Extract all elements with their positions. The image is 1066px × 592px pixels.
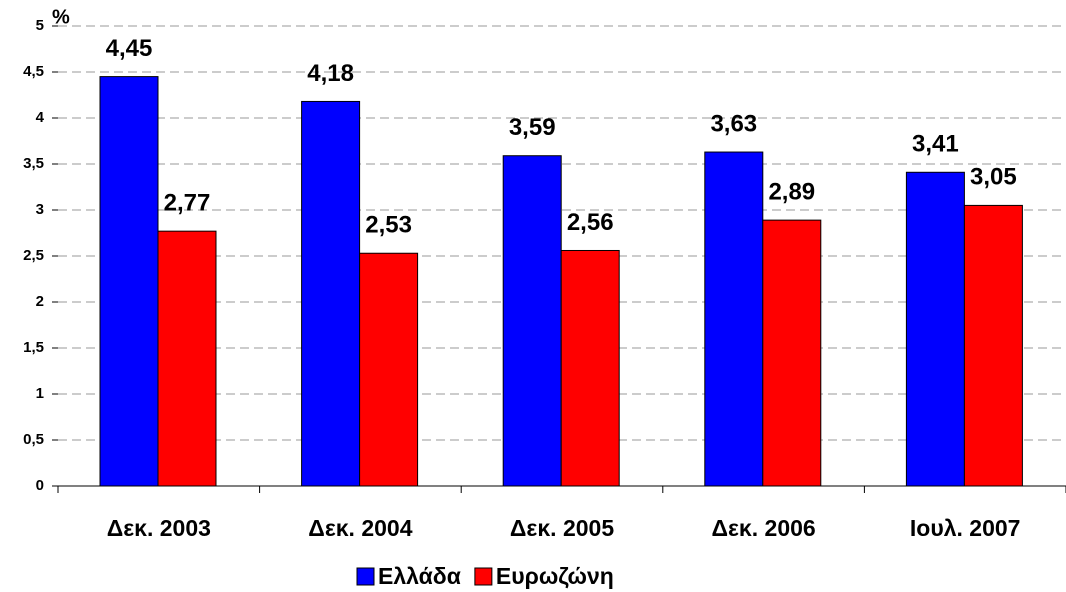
value-label: 2,77: [164, 190, 211, 217]
value-label: 3,05: [970, 164, 1017, 191]
bar: [560, 249, 620, 487]
legend-label: Ελλάδα: [378, 563, 461, 589]
y-tick-label: 1,5: [23, 339, 44, 356]
x-tick-label: Δεκ. 2006: [711, 515, 815, 541]
value-label: 2,89: [768, 178, 815, 205]
bar: [99, 76, 159, 487]
value-label: 2,56: [567, 209, 614, 236]
value-label: 3,63: [710, 110, 757, 137]
value-label: 2,53: [365, 212, 412, 239]
y-tick-label: 0,5: [23, 431, 44, 448]
value-label: 3,41: [912, 131, 959, 158]
y-tick-label: 0: [36, 477, 44, 494]
x-tick-label: Δεκ. 2005: [510, 515, 614, 541]
legend-swatch: [356, 567, 375, 586]
legend-label: Ευρωζώνη: [496, 563, 614, 589]
value-label: 4,18: [307, 60, 354, 87]
value-label: 3,59: [509, 114, 556, 141]
legend-swatch: [474, 567, 493, 586]
y-tick-label: 3: [36, 201, 44, 218]
x-tick-label: Δεκ. 2003: [107, 515, 211, 541]
y-tick-label: 2,5: [23, 247, 44, 264]
y-tick-label: 4,5: [23, 63, 44, 80]
y-tick-label: 5: [36, 17, 44, 34]
bar: [301, 100, 361, 487]
y-tick-label: 4: [36, 109, 45, 126]
y-tick-label: 1: [36, 385, 44, 402]
bar: [704, 151, 764, 487]
bar: [157, 230, 217, 487]
x-tick-label: Ιουλ. 2007: [910, 515, 1021, 541]
x-tick-label: Δεκ. 2004: [308, 515, 412, 541]
bar: [359, 252, 419, 487]
y-axis-label: %: [52, 6, 70, 28]
y-tick-label: 3,5: [23, 155, 44, 172]
bar: [502, 155, 562, 487]
bar: [762, 219, 822, 487]
bar: [905, 171, 965, 487]
y-tick-label: 2: [36, 293, 44, 310]
value-label: 4,45: [106, 35, 153, 62]
bar: [963, 204, 1023, 487]
